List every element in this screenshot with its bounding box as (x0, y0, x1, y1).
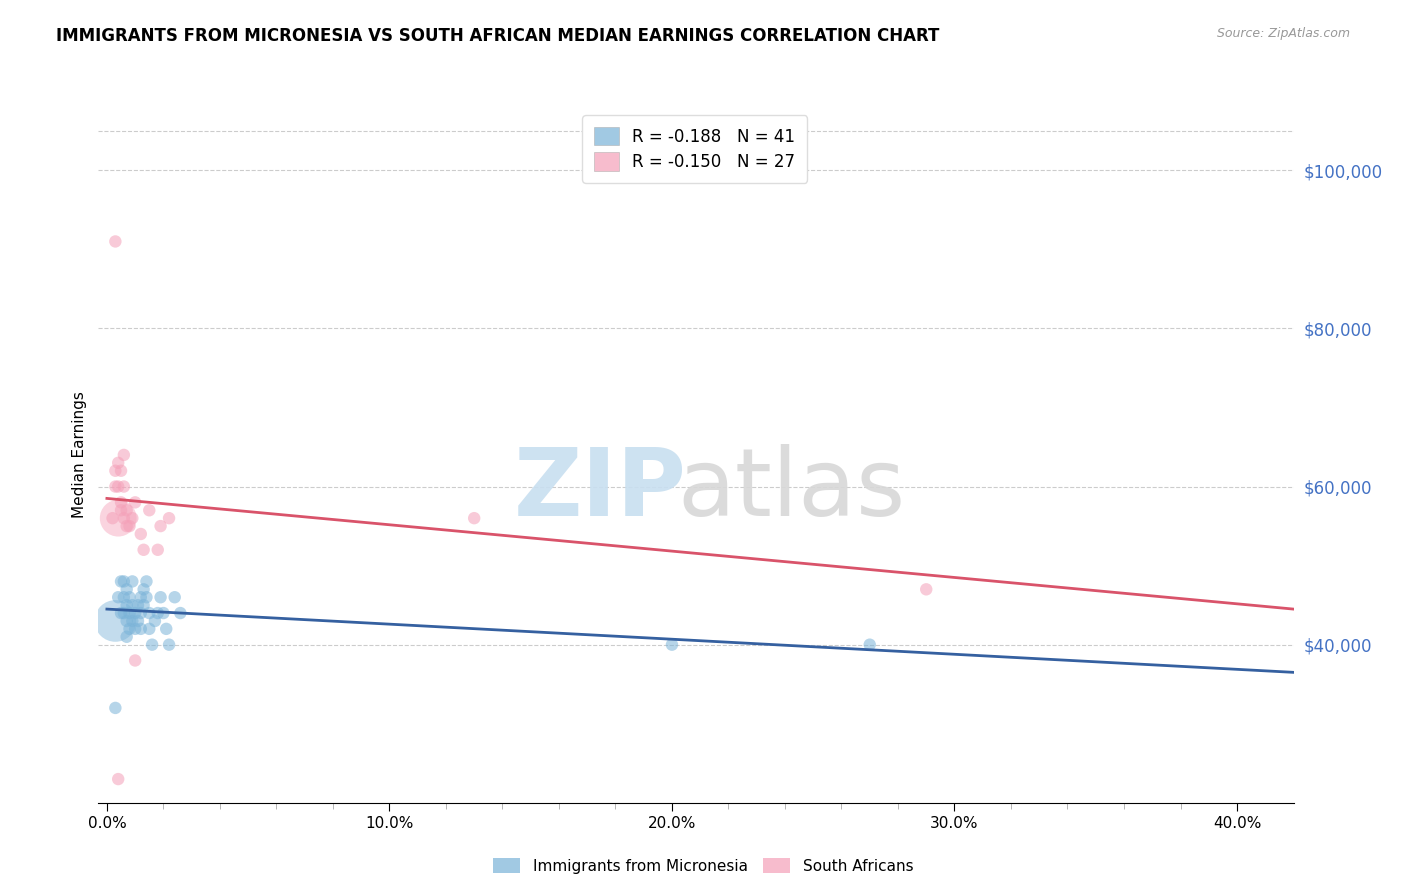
Point (112, 479, 135, 493)
Point (146, 542, 169, 557)
Text: atlas: atlas (678, 443, 905, 536)
Point (129, 606, 152, 620)
Point (110, 495, 132, 509)
Point (107, 511, 129, 525)
Point (115, 598, 138, 612)
Legend: Immigrants from Micronesia, South Africans: Immigrants from Micronesia, South Africa… (486, 852, 920, 880)
Point (859, 638, 882, 652)
Point (129, 622, 152, 636)
Point (127, 614, 149, 628)
Text: Source: ZipAtlas.com: Source: ZipAtlas.com (1216, 27, 1350, 40)
Point (104, 701, 127, 715)
Point (169, 606, 191, 620)
Point (915, 582, 938, 597)
Point (112, 606, 135, 620)
Point (104, 614, 127, 628)
Point (157, 511, 180, 525)
Point (135, 591, 157, 605)
Point (112, 591, 135, 605)
Point (121, 598, 143, 612)
Point (110, 503, 132, 517)
Point (135, 574, 157, 589)
Point (104, 235, 127, 249)
Point (463, 511, 485, 525)
Point (132, 582, 155, 597)
Point (118, 606, 141, 620)
Point (163, 591, 186, 605)
Point (115, 582, 138, 597)
Point (115, 614, 138, 628)
Point (118, 622, 141, 636)
Point (143, 614, 166, 628)
Point (118, 519, 141, 533)
Point (101, 511, 124, 525)
Point (138, 503, 160, 517)
Point (149, 591, 172, 605)
Point (118, 591, 141, 605)
Point (115, 503, 138, 517)
Text: IMMIGRANTS FROM MICRONESIA VS SOUTH AFRICAN MEDIAN EARNINGS CORRELATION CHART: IMMIGRANTS FROM MICRONESIA VS SOUTH AFRI… (56, 27, 939, 45)
Point (124, 622, 146, 636)
Point (121, 574, 143, 589)
Point (129, 527, 152, 541)
Point (121, 511, 143, 525)
Point (112, 448, 135, 462)
Point (124, 606, 146, 620)
Point (107, 456, 129, 470)
Point (152, 606, 174, 620)
Point (107, 772, 129, 786)
Point (110, 574, 132, 589)
Point (129, 591, 152, 605)
Point (124, 653, 146, 667)
Point (107, 479, 129, 493)
Point (112, 574, 135, 589)
Point (104, 464, 127, 478)
Point (132, 598, 155, 612)
Point (112, 511, 135, 525)
Point (124, 495, 146, 509)
Point (138, 606, 160, 620)
Point (138, 622, 160, 636)
Point (107, 591, 129, 605)
Point (115, 630, 138, 644)
Point (110, 606, 132, 620)
Point (141, 638, 163, 652)
Point (121, 614, 143, 628)
Point (155, 622, 177, 636)
Text: ZIP: ZIP (515, 443, 686, 536)
Point (115, 519, 138, 533)
Point (157, 638, 180, 652)
Point (132, 542, 155, 557)
Legend: R = -0.188   N = 41, R = -0.150   N = 27: R = -0.188 N = 41, R = -0.150 N = 27 (582, 115, 807, 183)
Point (661, 638, 683, 652)
Y-axis label: Median Earnings: Median Earnings (72, 392, 87, 518)
Point (104, 479, 127, 493)
Point (127, 598, 149, 612)
Point (149, 519, 172, 533)
Point (110, 464, 132, 478)
Point (146, 606, 169, 620)
